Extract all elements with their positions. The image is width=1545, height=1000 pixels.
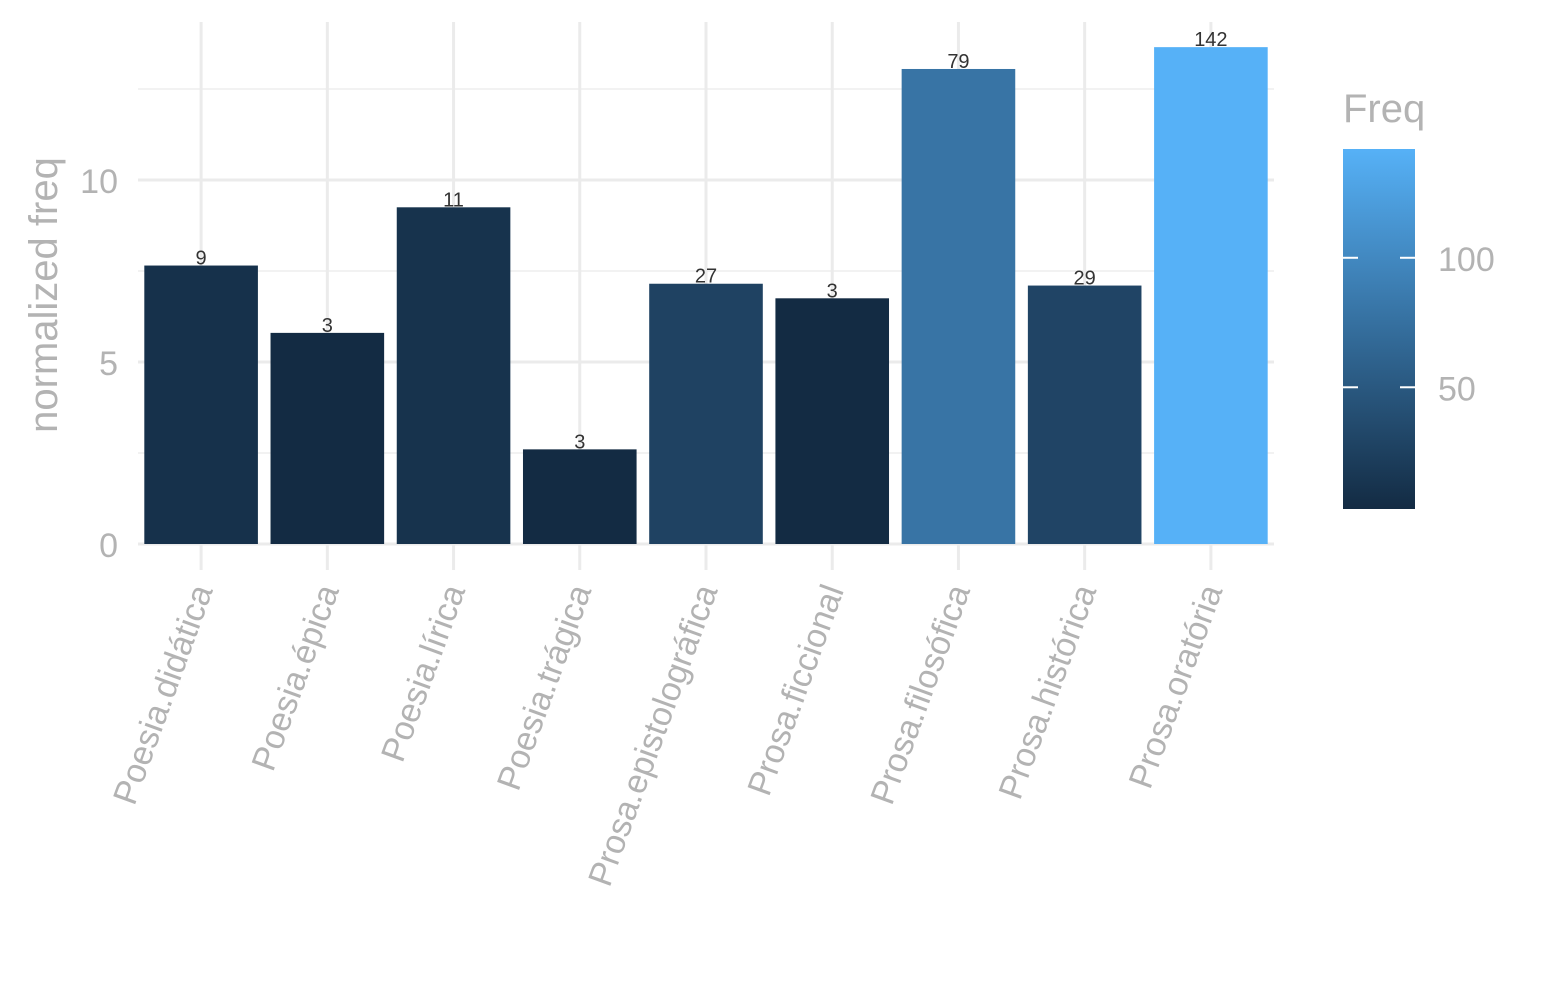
bar-value-label: 29 (1074, 268, 1096, 290)
bar-value-label: 11 (443, 189, 464, 211)
legend-colorbar (1343, 149, 1415, 509)
y-tick-label: 0 (99, 527, 118, 565)
legend-tick-label: 100 (1438, 241, 1495, 279)
x-tick-label: Prosa.epistolográfica (581, 580, 725, 891)
y-axis: 0 5 10 (80, 163, 118, 565)
legend-title: Freq (1343, 87, 1425, 131)
x-tick-label: Prosa.histórica (992, 580, 1105, 804)
x-axis: Poesia.didática Poesia.épica Poesia.lírica… (106, 580, 1230, 891)
bar (270, 332, 385, 544)
bar-value-label: 3 (322, 315, 333, 337)
legend-tick-label: 50 (1438, 370, 1476, 408)
x-tick-label: Prosa.filosófica (863, 580, 978, 810)
x-tick-label: Poesia.lírica (374, 580, 473, 767)
bar (522, 449, 637, 544)
bars (144, 47, 1268, 545)
x-tick-label: Poesia.didática (106, 580, 221, 810)
bar (649, 283, 763, 544)
x-tick-label: Prosa.ficcional (740, 580, 851, 801)
x-tick-label: Prosa.oratória (1122, 580, 1231, 794)
x-tick-label: Poesia.épica (245, 580, 347, 776)
y-tick-label: 5 (99, 345, 118, 383)
bar (775, 298, 890, 544)
bar-labels: 9 3 11 3 27 3 79 29 142 (196, 29, 1228, 453)
bar-value-label: 27 (695, 266, 717, 288)
bar (1027, 285, 1142, 544)
y-axis-title: normalized freq (22, 157, 66, 433)
bar-value-label: 3 (574, 431, 585, 453)
x-tick-label: Poesia.trágica (490, 580, 599, 796)
bar (1154, 47, 1268, 544)
bar (901, 68, 1016, 544)
bar (396, 207, 511, 545)
y-tick-label: 10 (80, 163, 118, 201)
bar-value-label: 142 (1194, 29, 1227, 51)
bar (144, 265, 258, 544)
legend: Freq 50 100 (1343, 87, 1495, 509)
bar-value-label: 79 (947, 51, 969, 73)
bar-value-label: 9 (196, 248, 207, 270)
bar-value-label: 3 (827, 280, 838, 302)
